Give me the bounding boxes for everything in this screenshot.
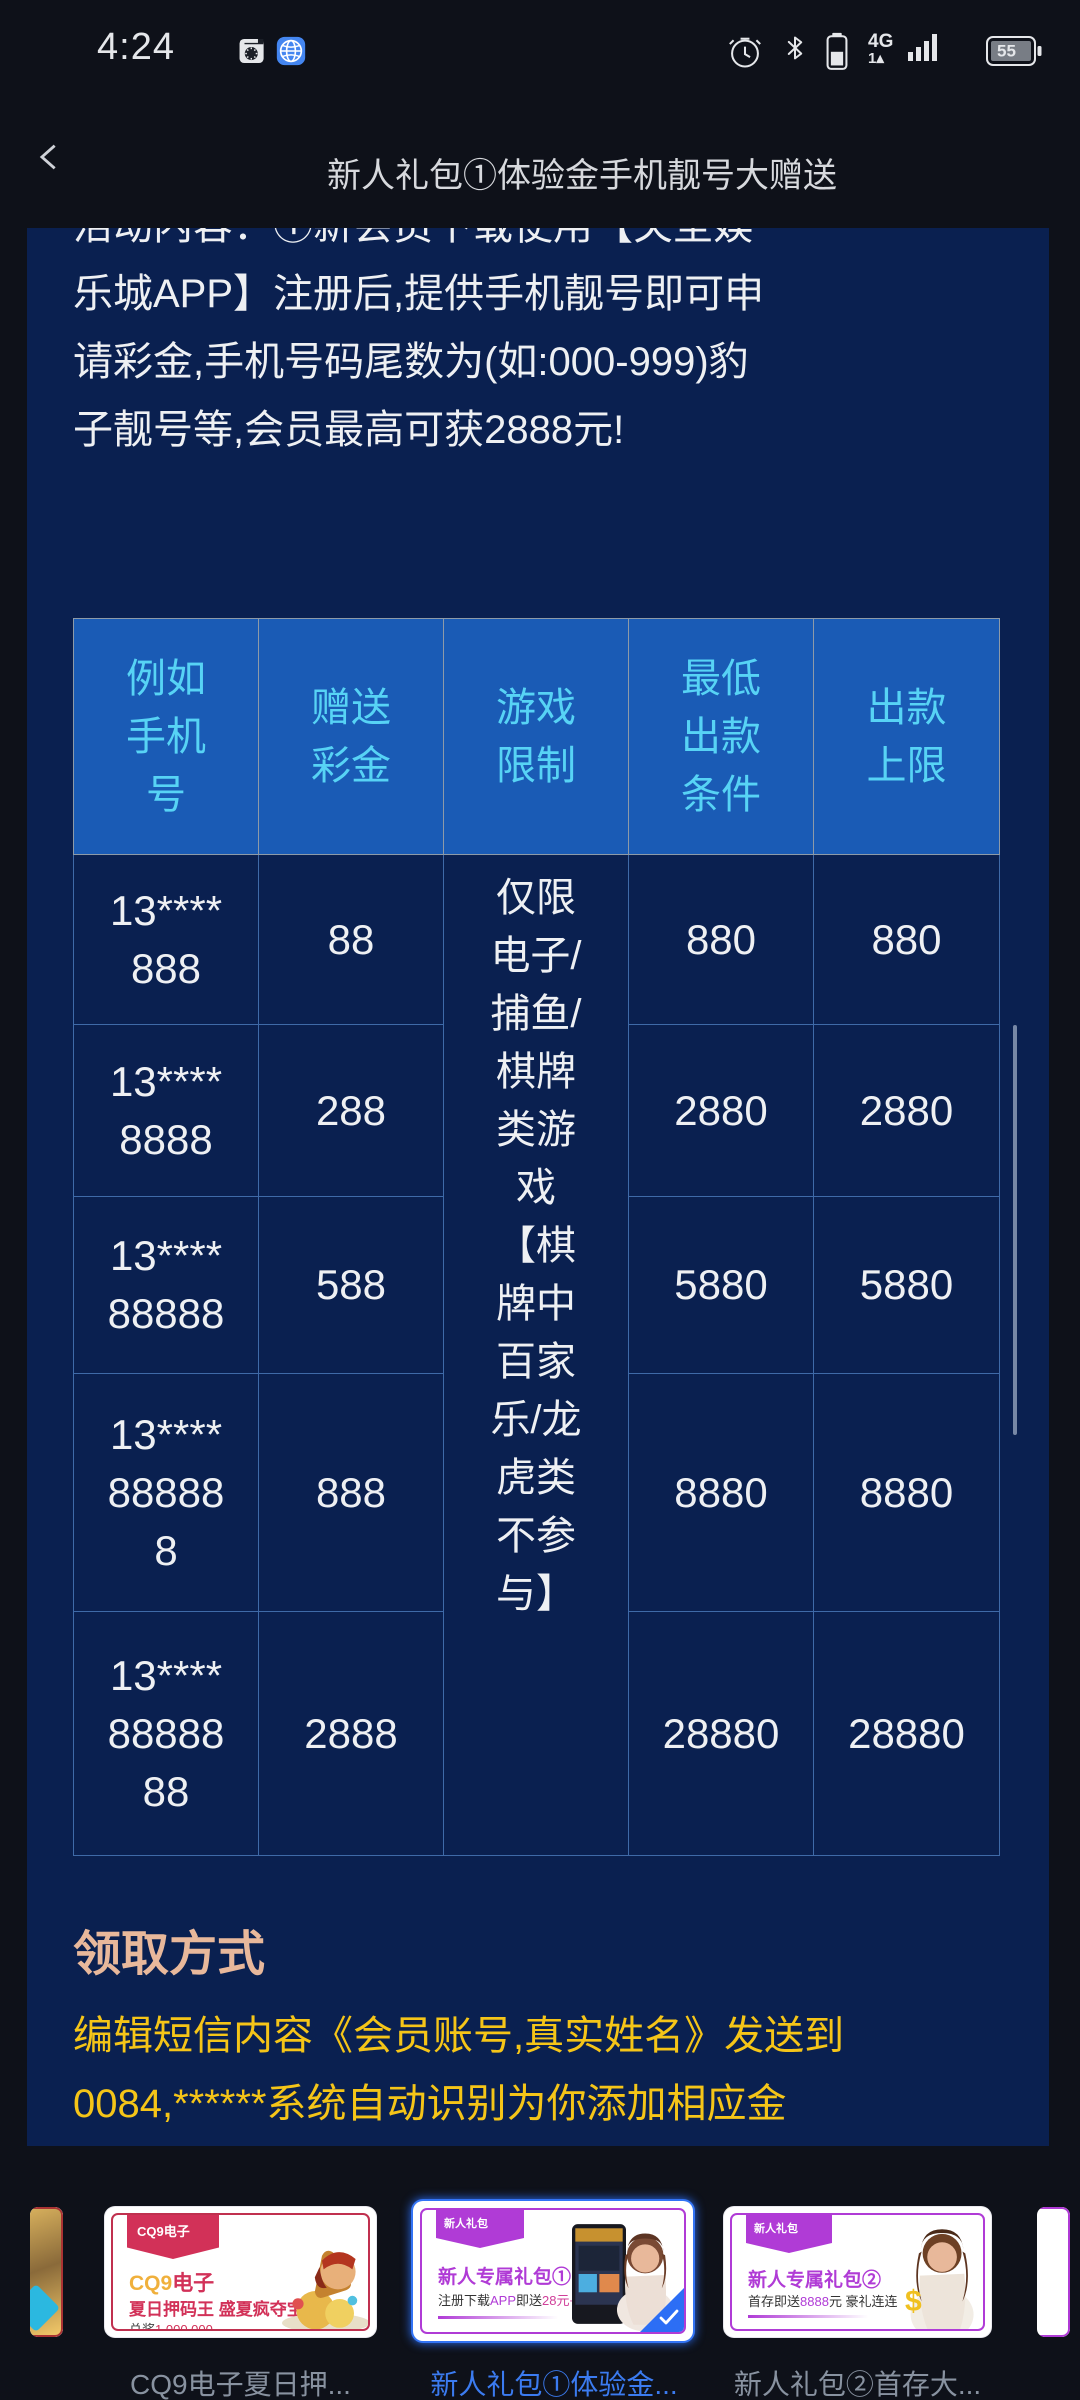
svg-text:$: $ — [905, 2285, 922, 2318]
svg-text:55: 55 — [997, 42, 1016, 61]
svg-text:1▴: 1▴ — [868, 50, 884, 64]
svg-text:4G: 4G — [868, 31, 893, 52]
